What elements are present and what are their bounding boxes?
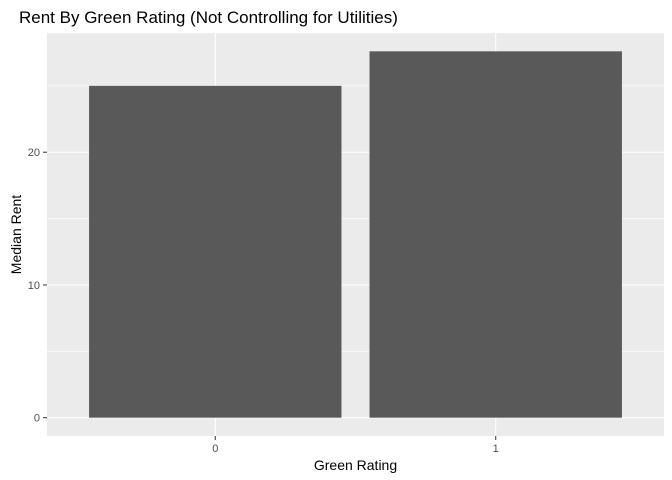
- x-tick-label: 1: [493, 443, 499, 455]
- bar-0: [89, 85, 342, 418]
- y-tick-label: 10: [28, 280, 40, 292]
- x-tick-label: 0: [212, 443, 218, 455]
- y-axis-title: Median Rent: [8, 195, 24, 274]
- y-tick-label: 0: [34, 413, 40, 425]
- x-axis-title: Green Rating: [314, 457, 397, 473]
- y-axis-ticks: 0 10 20: [28, 147, 47, 425]
- chart-title: Rent By Green Rating (Not Controlling fo…: [19, 8, 398, 27]
- bar-1: [369, 51, 622, 418]
- y-tick-label: 20: [28, 147, 40, 159]
- bars: [89, 51, 622, 418]
